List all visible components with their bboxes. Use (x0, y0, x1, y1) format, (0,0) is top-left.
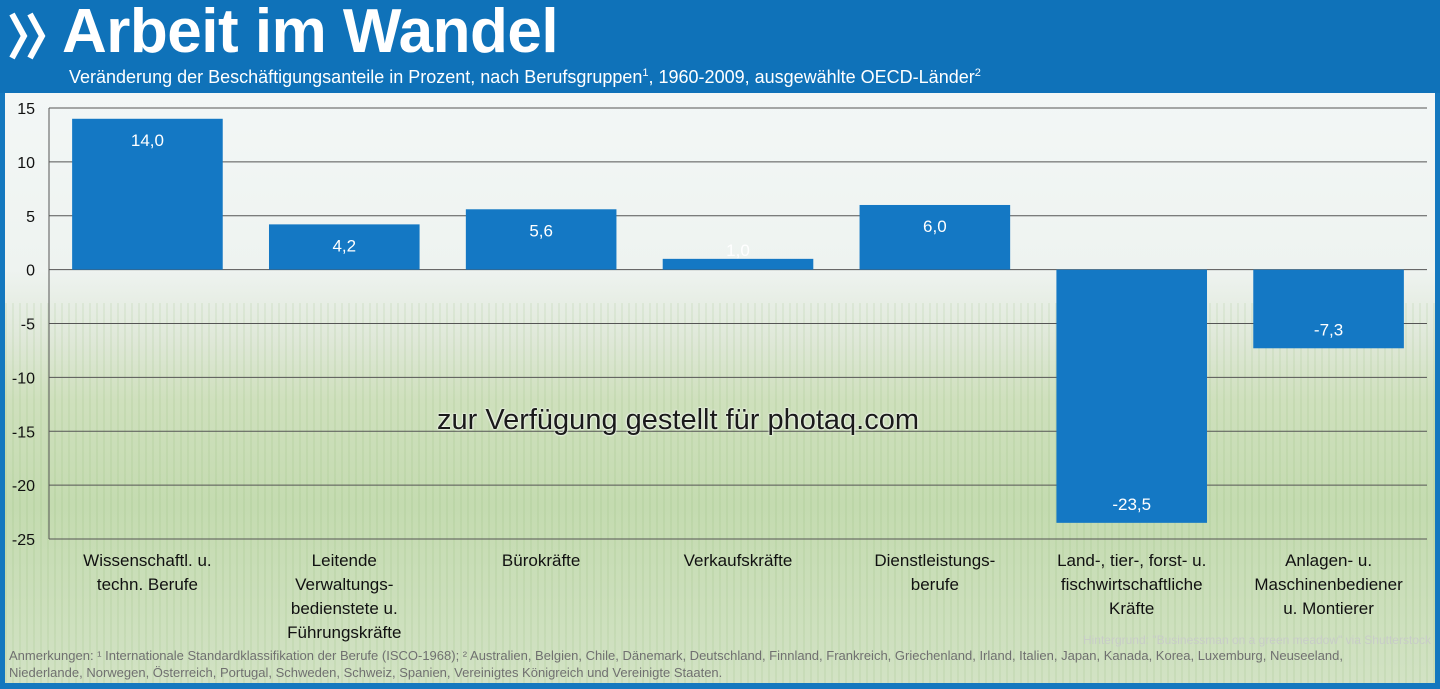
x-tick-label: techn. Berufe (97, 575, 198, 594)
x-tick-label: Land-, tier-, forst- u. (1057, 551, 1206, 570)
x-tick-label: bedienstete u. (291, 599, 398, 618)
x-tick-label: Anlagen- u. (1285, 551, 1372, 570)
subtitle-main: Veränderung der Beschäftigungsanteile in… (69, 67, 643, 87)
y-tick-label: -20 (12, 478, 35, 495)
y-tick-label: -10 (12, 370, 35, 387)
oecd-chevron-logo (9, 12, 46, 60)
y-axis-ticks: 15 10 5 0 -5 -10 -15 -20 -25 (12, 101, 35, 549)
data-label: 4,2 (332, 236, 356, 255)
page-title: Arbeit im Wandel (62, 0, 559, 66)
chart-subtitle: Veränderung der Beschäftigungsanteile in… (69, 67, 981, 88)
subtitle-footnote-1: 1 (642, 67, 649, 79)
y-tick-label: 0 (26, 263, 35, 280)
x-tick-label: Wissenschaftl. u. (83, 551, 212, 570)
x-tick-label: Maschinenbediener (1254, 575, 1403, 594)
x-tick-label: Führungskräfte (287, 623, 401, 642)
x-tick-label: fischwirtschaftliche (1061, 575, 1203, 594)
subtitle-mid: , 1960-2009, ausgewählte OECD-Länder (648, 67, 975, 87)
bar (1056, 269, 1208, 523)
subtitle-footnote-2: 2 (974, 67, 981, 79)
footnotes: Anmerkungen: ¹ Internationale Standardkl… (9, 648, 1343, 680)
image-credit: Hintergrund: "Businessman on a green mea… (1082, 633, 1431, 647)
y-tick-label: 15 (17, 101, 35, 118)
x-tick-label: Leitende (312, 551, 377, 570)
x-tick-label: u. Montierer (1283, 599, 1374, 618)
y-tick-label: 5 (26, 209, 35, 226)
x-tick-label: Kräfte (1109, 599, 1154, 618)
bars (72, 118, 1404, 523)
data-labels: 14,0 4,2 5,6 1,0 6,0 -23,5 -7,3 (131, 131, 1343, 514)
data-label: -7,3 (1314, 320, 1343, 339)
y-tick-label: -15 (12, 424, 35, 441)
y-tick-label: 10 (17, 155, 35, 172)
x-tick-label: Verkaufskräfte (684, 551, 793, 570)
grid-lines (48, 107, 1427, 540)
data-label: 1,0 (726, 241, 750, 260)
x-tick-label: Verwaltungs- (295, 575, 393, 594)
x-tick-label: berufe (911, 575, 959, 594)
x-tick-label: Dienstleistungs- (874, 551, 995, 570)
data-label: 14,0 (131, 131, 164, 150)
data-label: 5,6 (529, 221, 553, 240)
bar (72, 118, 223, 270)
data-label: 6,0 (923, 217, 947, 236)
bar (859, 204, 1011, 270)
chart-panel: 15 10 5 0 -5 -10 -15 -20 -25 14,0 4,2 5,6 1,0 6,0 -23… (5, 93, 1435, 683)
x-axis-labels: Wissenschaftl. u. techn. Berufe Leitende Ve… (83, 551, 1403, 642)
bar-chart: 15 10 5 0 -5 -10 -15 -20 -25 14,0 4,2 5,6 1,0 6,0 -23… (12, 101, 1427, 642)
bar (268, 224, 420, 270)
watermark: zur Verfügung gestellt für photaq.com (437, 404, 920, 436)
bar (662, 258, 814, 270)
y-tick-label: -5 (21, 317, 35, 334)
header: Arbeit im Wandel Veränderung der Beschäf… (0, 0, 1440, 93)
data-label: -23,5 (1112, 495, 1151, 514)
x-tick-label: Bürokräfte (502, 551, 580, 570)
bar (465, 209, 617, 270)
y-tick-label: -25 (12, 532, 35, 549)
bar (1253, 269, 1404, 349)
